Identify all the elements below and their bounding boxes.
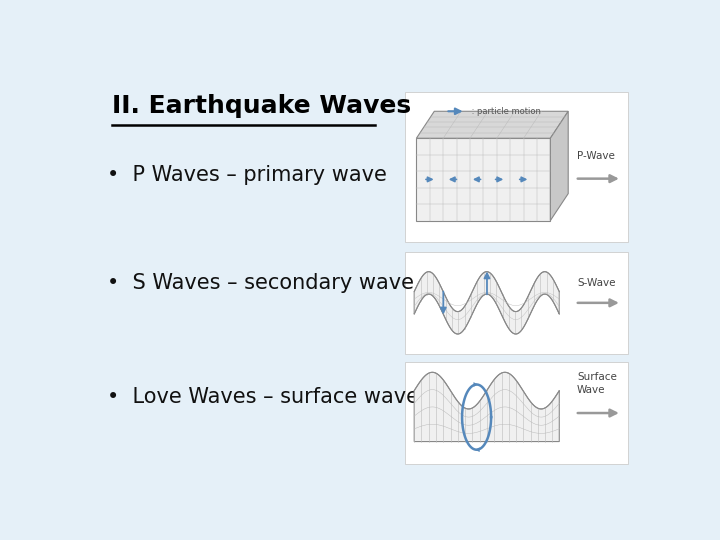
Polygon shape bbox=[550, 111, 568, 220]
Text: : particle motion: : particle motion bbox=[469, 107, 541, 116]
Polygon shape bbox=[416, 138, 550, 220]
Text: S-Wave: S-Wave bbox=[577, 278, 616, 288]
Text: P-Wave: P-Wave bbox=[577, 151, 615, 161]
Bar bbox=[405, 362, 629, 464]
Polygon shape bbox=[416, 111, 568, 138]
Text: •  Love Waves – surface wave: • Love Waves – surface wave bbox=[107, 387, 419, 408]
Text: •  S Waves – secondary wave: • S Waves – secondary wave bbox=[107, 273, 414, 293]
Text: II. Earthquake Waves: II. Earthquake Waves bbox=[112, 94, 411, 118]
Polygon shape bbox=[414, 272, 559, 334]
Polygon shape bbox=[414, 372, 559, 442]
Bar bbox=[405, 92, 629, 241]
Text: Surface
Wave: Surface Wave bbox=[577, 372, 617, 395]
Bar bbox=[405, 252, 629, 354]
Text: •  P Waves – primary wave: • P Waves – primary wave bbox=[107, 165, 387, 185]
